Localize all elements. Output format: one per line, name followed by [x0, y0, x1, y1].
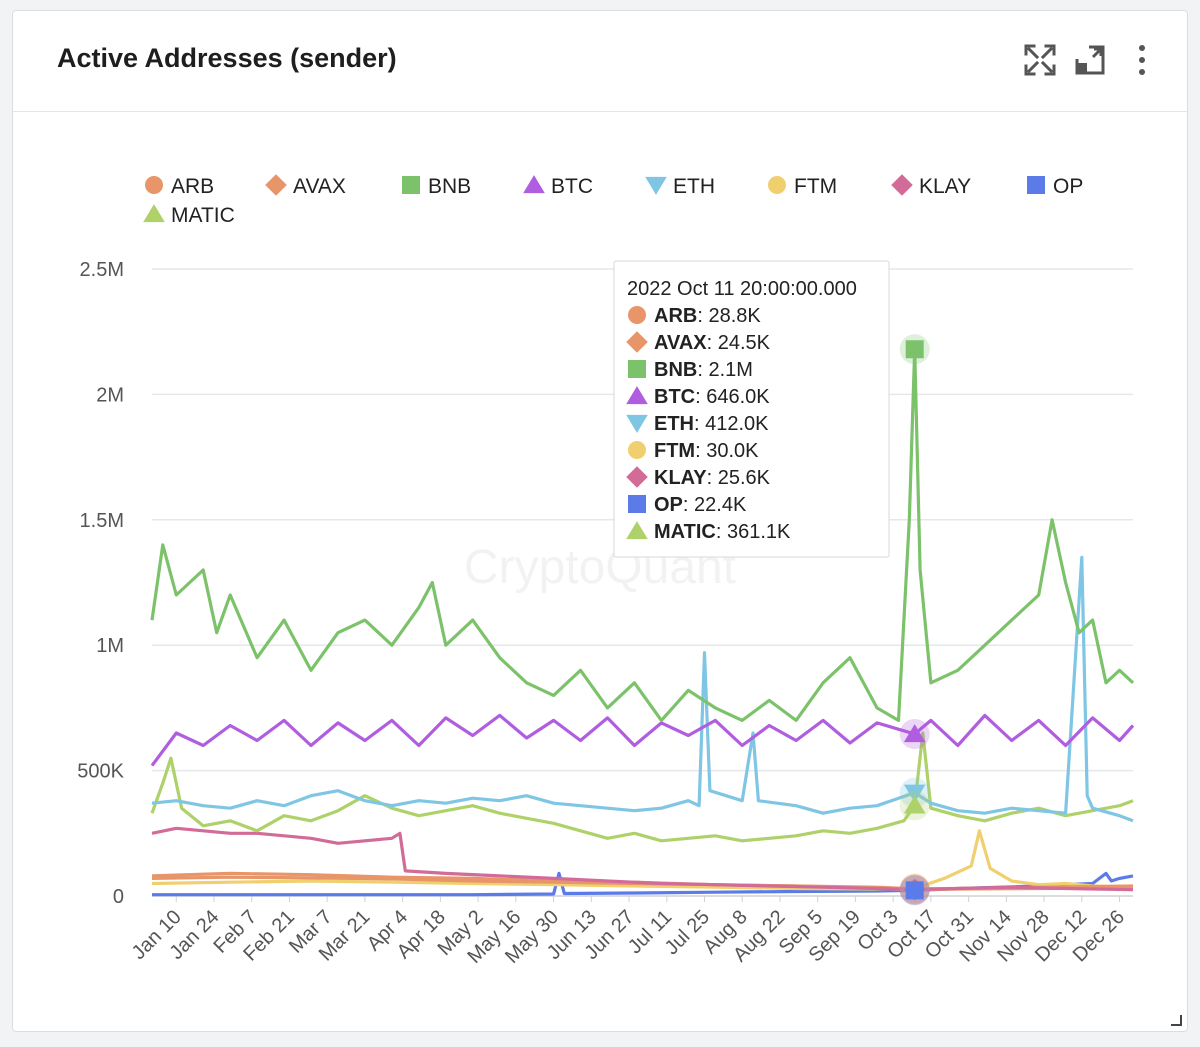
- y-tick-label: 2.5M: [80, 259, 124, 281]
- legend-item-klay[interactable]: KLAY: [891, 174, 971, 198]
- highlight-point-btc: [903, 724, 926, 743]
- series-line-op: [152, 871, 1134, 897]
- kebab-menu-icon[interactable]: [1125, 43, 1159, 77]
- series-line-bnb: [150, 347, 1135, 722]
- legend-marker-btc-icon: [523, 175, 545, 194]
- legend-marker-ftm-icon: [768, 176, 786, 194]
- chart-title: Active Addresses (sender): [57, 43, 397, 73]
- legend-label: ARB: [171, 175, 214, 198]
- series-line-btc: [150, 713, 1135, 767]
- legend-item-op[interactable]: OP: [1027, 175, 1083, 198]
- tooltip-marker-bnb-icon: [628, 360, 646, 378]
- legend-label: AVAX: [293, 175, 346, 198]
- legend-label: BNB: [428, 175, 471, 198]
- legend-item-avax[interactable]: AVAX: [265, 174, 346, 198]
- legend-item-arb[interactable]: ARB: [145, 175, 214, 198]
- y-tick-label: 1M: [96, 635, 124, 657]
- legend-label: ETH: [673, 175, 715, 198]
- tooltip-date: 2022 Oct 11 20:00:00.000: [627, 278, 857, 300]
- highlight-point-op: [905, 881, 924, 900]
- highlight-point-bnb: [905, 340, 924, 359]
- legend-marker-matic-icon: [143, 204, 165, 223]
- tooltip-marker-avax-icon: [626, 331, 648, 353]
- legend-marker-bnb-icon: [402, 176, 420, 194]
- series-line-matic: [150, 731, 1134, 843]
- legend-item-btc[interactable]: BTC: [523, 175, 593, 198]
- chart-card: Active Addresses (sender): [12, 10, 1188, 1032]
- card-header: Active Addresses (sender): [13, 11, 1187, 112]
- tooltip: 2022 Oct 11 20:00:00.000 ARB: 28.8K AVAX: …: [613, 260, 890, 558]
- legend-item-matic[interactable]: MATIC: [143, 204, 235, 227]
- tooltip-marker-matic-icon: [626, 521, 648, 540]
- tooltip-row-op: OP: 22.4K: [654, 494, 747, 516]
- tooltip-row-bnb: BNB: 2.1M: [654, 359, 753, 381]
- highlight-point-matic: [903, 795, 926, 814]
- legend-marker-op-icon: [1027, 176, 1045, 194]
- tooltip-row-klay: KLAY: 25.6K: [654, 467, 771, 489]
- tooltip-row-arb: ARB: 28.8K: [654, 305, 761, 327]
- legend-marker-eth-icon: [645, 176, 667, 195]
- legend-marker-avax-icon: [265, 174, 287, 196]
- y-tick-label: 2M: [96, 384, 124, 406]
- fullscreen-icon[interactable]: [1023, 43, 1057, 77]
- legend-marker-klay-icon: [891, 174, 913, 196]
- tooltip-row-ftm: FTM: 30.0K: [654, 440, 759, 462]
- resize-handle-icon[interactable]: [1169, 1013, 1183, 1027]
- tooltip-marker-ftm-icon: [628, 441, 646, 459]
- tooltip-marker-op-icon: [628, 495, 646, 513]
- legend-label: OP: [1053, 175, 1083, 198]
- y-tick-label: 0: [113, 886, 124, 908]
- tooltip-row-eth: ETH: 412.0K: [654, 413, 769, 435]
- series-line-ftm: [151, 829, 1134, 891]
- legend-label: KLAY: [919, 175, 971, 198]
- legend-label: FTM: [794, 175, 837, 198]
- legend-item-eth[interactable]: ETH: [645, 175, 715, 198]
- tooltip-marker-eth-icon: [626, 414, 648, 433]
- y-tick-label: 500K: [77, 761, 124, 783]
- legend-marker-arb-icon: [145, 176, 163, 194]
- tooltip-marker-klay-icon: [626, 466, 648, 488]
- legend-label: MATIC: [171, 204, 235, 227]
- tooltip-row-avax: AVAX: 24.5K: [654, 332, 771, 354]
- legend-label: BTC: [551, 175, 593, 198]
- tooltip-marker-arb-icon: [628, 306, 646, 324]
- series-line-eth: [151, 555, 1134, 823]
- y-tick-label: 1.5M: [80, 510, 124, 532]
- tooltip-marker-btc-icon: [626, 386, 648, 405]
- expand-icon[interactable]: [1073, 43, 1107, 77]
- tooltip-row-matic: MATIC: 361.1K: [654, 521, 791, 543]
- tooltip-box: [613, 260, 890, 558]
- highlight-point-eth: [903, 784, 926, 803]
- tooltip-row-btc: BTC: 646.0K: [654, 386, 770, 408]
- legend-item-bnb[interactable]: BNB: [402, 175, 471, 198]
- legend-item-ftm[interactable]: FTM: [768, 175, 837, 198]
